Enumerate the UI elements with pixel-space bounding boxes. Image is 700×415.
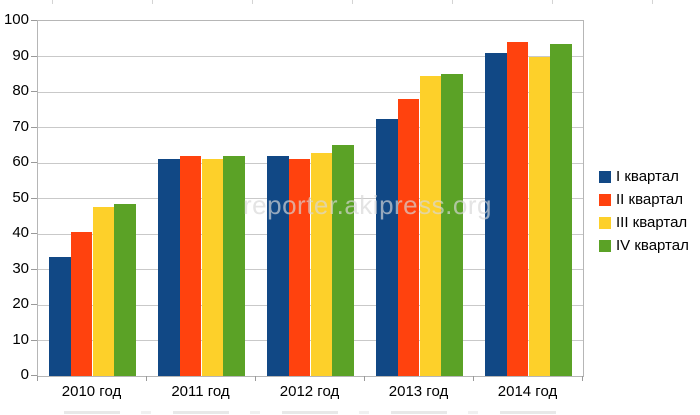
x-axis-label: 2012 год bbox=[279, 383, 340, 400]
x-axis-label: 2010 год bbox=[61, 383, 122, 400]
y-axis-label: 20 bbox=[12, 295, 29, 312]
x-axis-label: 2013 год bbox=[388, 383, 449, 400]
top-edge-tick bbox=[252, 0, 253, 4]
y-axis-tick bbox=[31, 375, 37, 376]
y-axis-tick bbox=[31, 126, 37, 128]
bottom-edge-mark bbox=[468, 411, 478, 414]
gridline bbox=[38, 91, 583, 93]
y-axis-label: 70 bbox=[12, 117, 29, 135]
bar bbox=[397, 99, 420, 376]
legend-item: IV квартал bbox=[599, 234, 689, 257]
bar bbox=[179, 155, 202, 376]
legend-label: I квартал bbox=[616, 168, 679, 185]
top-edge-tick bbox=[552, 0, 553, 4]
legend-item: II квартал bbox=[599, 188, 689, 211]
bar bbox=[223, 155, 246, 376]
y-axis-label: 40 bbox=[12, 224, 29, 241]
bar bbox=[201, 158, 224, 376]
y-axis-tick bbox=[31, 91, 37, 92]
legend-label: II квартал bbox=[616, 191, 684, 208]
legend-swatch bbox=[599, 193, 611, 206]
legend-item: I квартал bbox=[599, 165, 689, 188]
y-axis-label: 50 bbox=[12, 188, 29, 206]
bar bbox=[288, 158, 311, 376]
legend-label: III квартал bbox=[616, 214, 688, 231]
bar bbox=[332, 145, 355, 376]
bar bbox=[157, 159, 180, 376]
bottom-edge-mark bbox=[141, 411, 151, 414]
bar bbox=[310, 153, 333, 376]
top-edge-tick bbox=[352, 0, 353, 4]
legend-swatch bbox=[599, 239, 611, 252]
plot-area bbox=[37, 20, 584, 377]
legend-swatch bbox=[599, 216, 611, 229]
bar bbox=[419, 76, 442, 376]
bottom-edge-mark bbox=[390, 411, 447, 414]
y-axis-label: 100 bbox=[3, 11, 29, 28]
y-axis-tick bbox=[31, 304, 37, 305]
bottom-edge-mark bbox=[359, 411, 369, 414]
bar bbox=[266, 155, 289, 376]
bottom-edge-mark bbox=[63, 411, 120, 414]
x-axis-tick bbox=[37, 376, 38, 381]
top-edge-tick bbox=[152, 0, 153, 4]
x-axis-tick bbox=[364, 376, 365, 381]
bar bbox=[92, 207, 115, 376]
y-axis-label: 90 bbox=[12, 46, 29, 64]
y-axis-label: 60 bbox=[12, 153, 29, 170]
gridline bbox=[38, 127, 583, 128]
x-axis-tick bbox=[255, 376, 256, 381]
bottom-edge-mark bbox=[250, 411, 260, 414]
bar bbox=[70, 232, 93, 376]
y-axis-tick bbox=[31, 20, 37, 21]
x-axis-tick bbox=[146, 376, 147, 381]
bar bbox=[506, 42, 529, 376]
top-edge-tick bbox=[652, 0, 653, 4]
legend-label: IV квартал bbox=[616, 237, 689, 254]
x-axis-label: 2011 год bbox=[171, 383, 230, 400]
legend: I квартал II квартал III квартал IV квартал bbox=[599, 165, 689, 257]
y-axis-tick bbox=[31, 55, 37, 57]
bar bbox=[528, 56, 551, 376]
y-axis-label: 80 bbox=[12, 82, 29, 99]
top-edge-tick bbox=[52, 0, 53, 4]
bar bbox=[114, 203, 137, 376]
bottom-edge-mark bbox=[281, 411, 338, 414]
gridline bbox=[38, 56, 583, 57]
x-axis-tick bbox=[582, 376, 583, 381]
bottom-edge-mark bbox=[172, 411, 229, 414]
y-axis-tick bbox=[31, 268, 37, 270]
bar bbox=[484, 52, 507, 376]
y-axis-tick bbox=[31, 162, 37, 163]
bar bbox=[550, 44, 573, 376]
top-edge-tick bbox=[452, 0, 453, 4]
bottom-edge-mark bbox=[499, 411, 556, 414]
x-axis-tick bbox=[473, 376, 474, 381]
bar bbox=[375, 118, 398, 376]
y-axis-label: 0 bbox=[20, 366, 29, 383]
legend-swatch bbox=[599, 170, 611, 183]
bar bbox=[48, 257, 71, 376]
y-axis-tick bbox=[31, 197, 37, 199]
y-axis-label: 10 bbox=[12, 330, 29, 348]
bar bbox=[441, 74, 464, 376]
x-axis-label: 2014 год bbox=[497, 383, 558, 400]
y-axis-label: 30 bbox=[12, 259, 29, 277]
legend-item: III квартал bbox=[599, 211, 689, 234]
y-axis-tick bbox=[31, 339, 37, 341]
y-axis-tick bbox=[31, 233, 37, 234]
